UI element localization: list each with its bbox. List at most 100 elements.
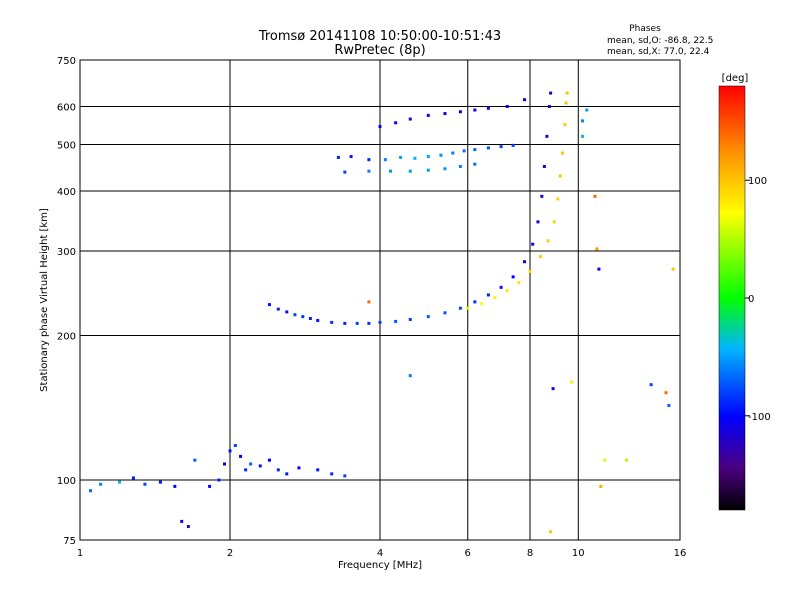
colorbar-tick-label: -100 [748,412,771,423]
data-point [308,317,312,321]
data-point [180,519,184,523]
data-point [297,466,301,470]
data-point [486,293,490,297]
data-point [99,482,103,486]
y-tick-label: 200 [57,332,76,343]
data-point [595,247,599,251]
data-point [316,468,320,472]
data-point [117,480,121,484]
data-point [536,220,540,224]
data-point [564,101,568,105]
data-point [499,145,503,149]
data-point [349,155,353,159]
data-point [426,113,430,117]
data-point [383,158,387,162]
data-point [499,285,503,289]
data-point [511,275,515,279]
data-point [597,267,601,271]
y-axis-ticks: 75 100 200 300 400 500 600 750 [57,56,76,547]
data-point [443,167,447,171]
x-axis-ticks: 1 2 4 6 8 10 16 [77,548,687,559]
data-point [528,269,532,273]
data-point [343,321,347,325]
data-point [355,321,359,325]
data-point [505,105,509,109]
data-point [378,320,382,324]
data-point [552,220,556,224]
data-point [367,321,371,325]
chart-subtitle: RwPretec (8p) [334,43,425,58]
data-point [408,117,412,121]
y-axis-label: Stationary phase Virtual Height [km] [39,208,50,392]
data-point [517,280,521,284]
data-point [426,155,430,159]
phases-title: Phases [629,24,661,34]
data-point [523,260,527,264]
data-point [301,315,305,319]
data-point [473,162,477,166]
data-point [186,525,190,529]
data-point [367,169,371,173]
data-point [408,169,412,173]
data-point [458,164,462,168]
phases-x-stats: mean, sd,X: 77.0, 22.4 [607,47,710,57]
data-point [223,462,227,466]
data-point [413,156,417,160]
data-point [531,242,535,246]
colorbar-tick-label: 100 [748,176,767,187]
data-point [458,306,462,310]
colorbar-ticks: 100 0 -100 [745,176,771,423]
data-point [570,380,574,384]
data-point [439,153,443,157]
data-point [367,300,371,304]
y-tick-label: 400 [57,187,76,198]
data-point [549,91,553,95]
y-tick-label: 100 [57,476,76,487]
data-point [367,158,371,162]
data-point [545,134,549,138]
data-point [378,125,382,129]
data-point [258,464,262,468]
data-point [523,98,527,102]
data-point [399,155,403,159]
chart-title: Tromsø 20141108 10:50:00-10:51:43 [258,29,501,44]
data-point [408,317,412,321]
x-tick-label: 4 [377,548,383,559]
y-tick-label: 300 [57,247,76,258]
data-point [249,462,253,466]
x-tick-label: 6 [465,548,471,559]
data-point [581,119,585,123]
data-point [546,239,550,243]
data-point [443,311,447,315]
data-point [547,105,551,109]
data-point [473,108,477,112]
data-point [426,168,430,172]
data-point [466,306,470,310]
x-tick-label: 2 [227,548,233,559]
data-point [551,387,555,391]
data-point [561,151,565,155]
x-tick-label: 16 [674,548,687,559]
data-point [549,530,553,534]
data-point [158,480,162,484]
plot-frame [79,59,681,541]
data-point [473,300,477,304]
data-point [563,123,567,127]
data-point [511,143,515,147]
y-tick-label: 75 [63,536,76,547]
data-point [486,106,490,110]
data-point [193,458,197,462]
data-point [239,454,243,458]
data-point [593,194,597,198]
y-tick-label: 600 [57,103,76,114]
data-point [228,449,232,453]
data-point [558,174,562,178]
data-point [565,91,569,95]
data-point [244,468,248,472]
data-point [285,310,289,314]
data-point [625,458,629,462]
data-point [603,458,607,462]
data-point [173,484,177,488]
data-point [426,315,430,319]
